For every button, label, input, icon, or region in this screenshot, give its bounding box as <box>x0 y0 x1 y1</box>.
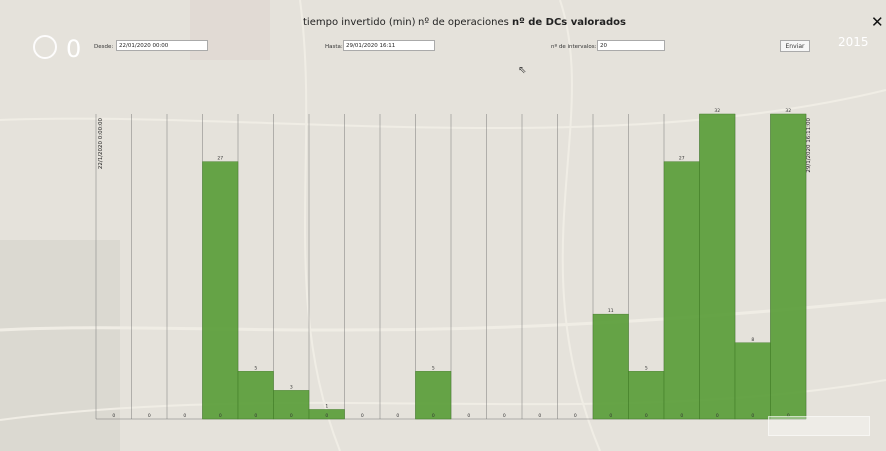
bar <box>308 409 345 420</box>
zero-value-label: 0 <box>467 413 470 419</box>
desde-input[interactable]: 22/01/2020 00:00 <box>116 40 208 51</box>
zero-value-label: 0 <box>538 413 541 419</box>
zero-value-label: 0 <box>112 413 115 419</box>
bar-value-label: 5 <box>432 365 435 371</box>
bar <box>663 161 700 420</box>
bar <box>202 161 239 420</box>
year-label: 2015 <box>838 35 869 49</box>
tab-num-dcs-valorados[interactable]: nº de DCs valorados <box>512 17 626 28</box>
bar-value-label: 11 <box>608 308 614 314</box>
zero-value-label: 0 <box>609 413 612 419</box>
bar <box>273 390 310 420</box>
bar-value-label: 3 <box>290 384 293 390</box>
intervalos-label: nº de intervalos: <box>551 44 597 50</box>
hasta-input[interactable]: 29/01/2020 16:11 <box>343 40 435 51</box>
enviar-button[interactable]: Enviar <box>780 40 810 52</box>
bar-value-label: 5 <box>254 365 257 371</box>
zero-value-label: 0 <box>716 413 719 419</box>
end-date-label: 29/1/2020 16:11:00 <box>806 118 812 173</box>
bar-value-label: 1 <box>325 403 328 409</box>
zero-value-label: 0 <box>751 413 754 419</box>
mouse-cursor-icon: ⇖ <box>518 65 527 76</box>
hasta-label: Hasta: <box>325 44 343 50</box>
desde-label: Desde: <box>94 44 114 50</box>
logo-ring-icon <box>33 35 57 59</box>
zero-value-label: 0 <box>432 413 435 419</box>
bar <box>237 371 274 420</box>
bar-value-label: 32 <box>714 108 720 114</box>
bar <box>628 371 665 420</box>
zero-value-label: 0 <box>680 413 683 419</box>
zero-value-label: 0 <box>148 413 151 419</box>
zero-value-label: 0 <box>183 413 186 419</box>
zero-value-label: 0 <box>290 413 293 419</box>
tab-tiempo-invertido[interactable]: tiempo invertido (min) <box>303 17 416 28</box>
zero-value-label: 0 <box>325 413 328 419</box>
zero-value-label: 0 <box>645 413 648 419</box>
big-count: 0 <box>66 35 82 63</box>
bar-value-label: 27 <box>679 156 685 162</box>
bar <box>415 371 452 420</box>
start-date-label: 22/1/2020 0:00:00 <box>98 118 104 170</box>
zero-value-label: 0 <box>396 413 399 419</box>
bar-value-label: 5 <box>645 365 648 371</box>
zero-value-label: 0 <box>361 413 364 419</box>
zero-value-label: 0 <box>254 413 257 419</box>
bar <box>699 113 736 420</box>
bar <box>592 313 629 420</box>
intervalos-input[interactable]: 20 <box>597 40 665 51</box>
zero-value-label: 0 <box>574 413 577 419</box>
zero-value-label: 0 <box>219 413 222 419</box>
bar-value-label: 8 <box>751 337 754 343</box>
bar-value-label: 27 <box>217 156 223 162</box>
bar <box>770 113 807 420</box>
close-icon[interactable]: ✕ <box>871 13 884 31</box>
legend-button[interactable] <box>768 416 870 436</box>
bar-value-label: 32 <box>785 108 791 114</box>
bar <box>734 342 771 420</box>
zero-value-label: 0 <box>503 413 506 419</box>
tab-num-operaciones[interactable]: nº de operaciones <box>418 17 509 28</box>
